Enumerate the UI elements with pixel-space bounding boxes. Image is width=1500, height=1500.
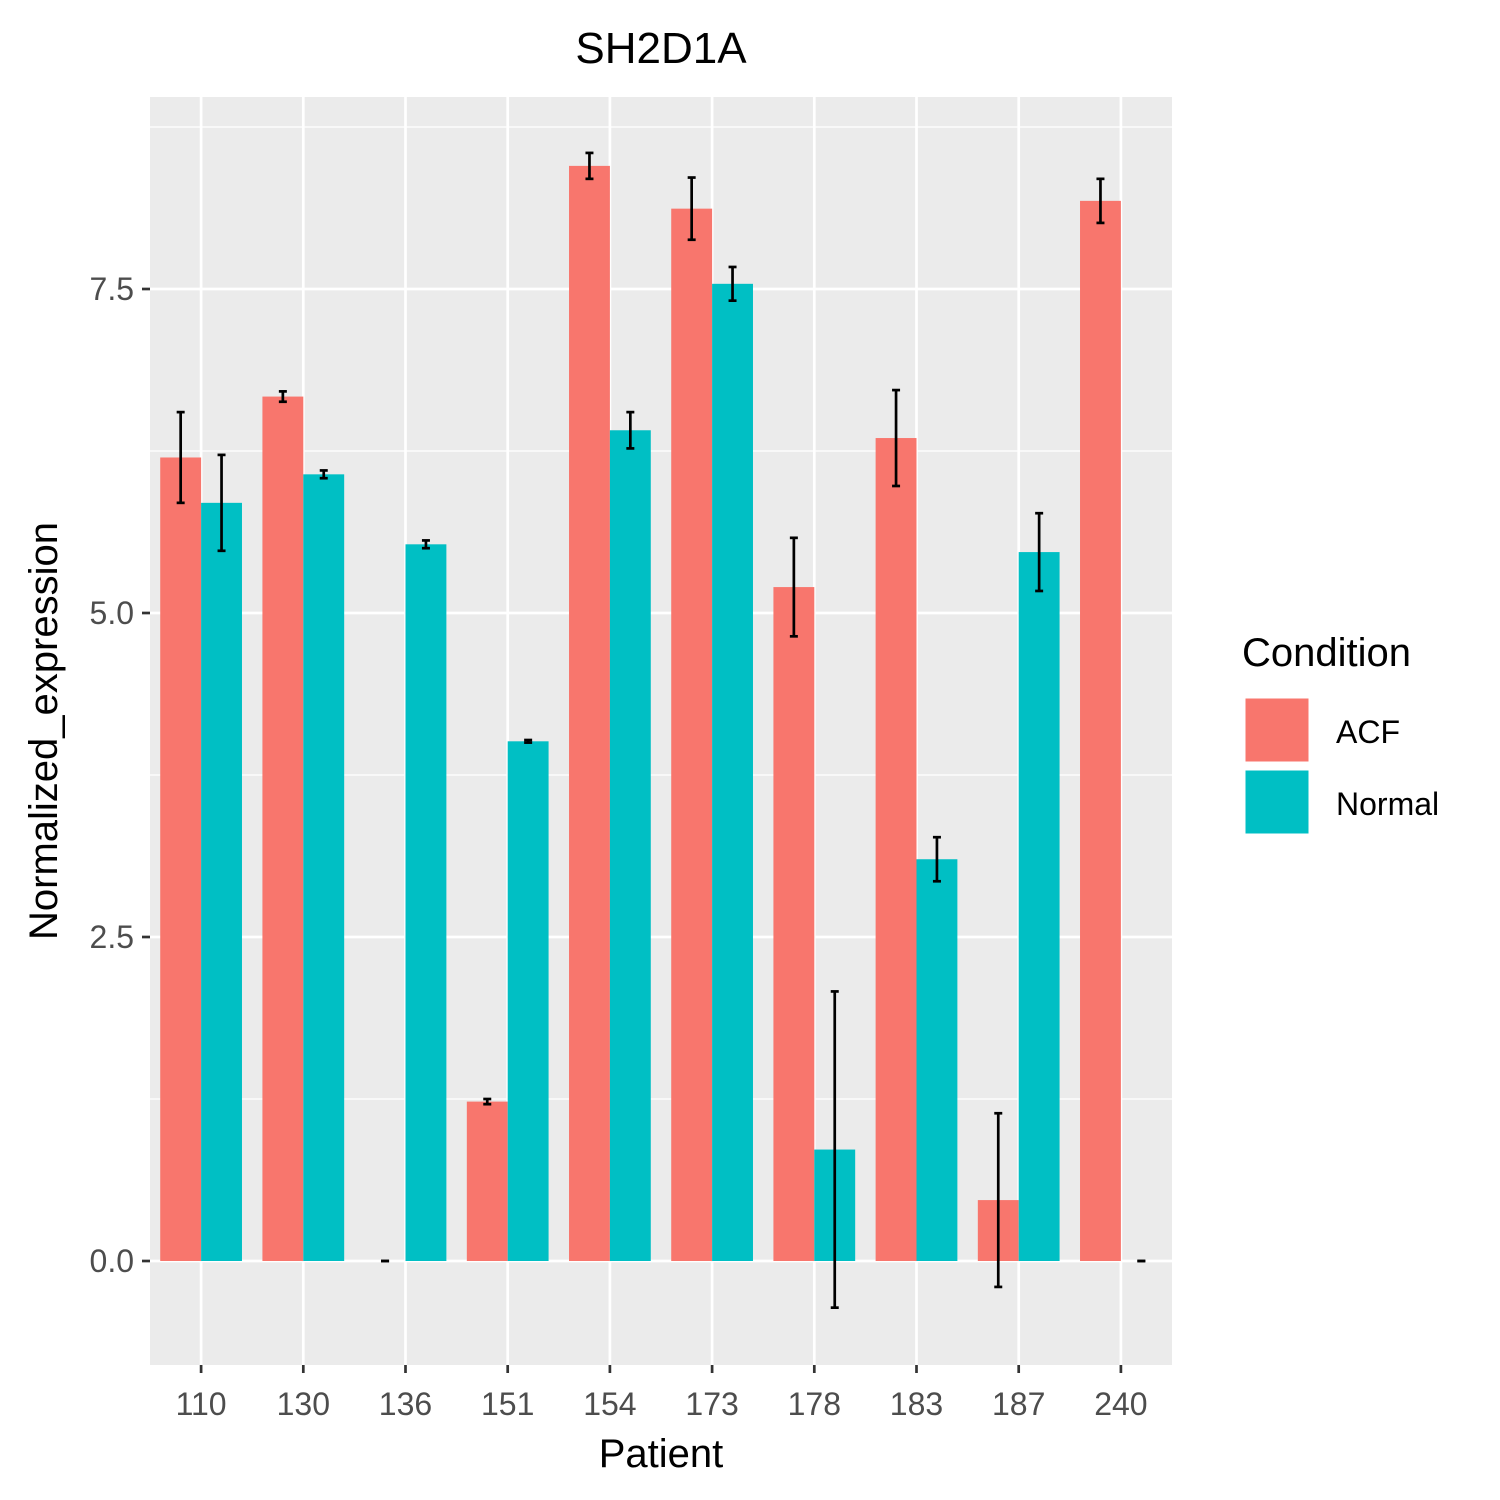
legend-label-normal: Normal [1336, 786, 1439, 822]
x-tick-label: 173 [685, 1386, 738, 1422]
legend-key-normal [1242, 767, 1312, 837]
bar-normal [916, 859, 958, 1261]
error-bar-normal [1035, 511, 1044, 593]
x-tick-label: 187 [992, 1386, 1045, 1422]
error-bar-normal [626, 410, 635, 450]
error-bar-normal [932, 835, 941, 883]
axes: 0.0 2.5 5.0 7.5 110 130 136 151 154 173 178 183 187 2… [90, 271, 1148, 1422]
chart-title: SH2D1A [575, 24, 747, 73]
bar-normal [609, 430, 651, 1261]
bar-normal [1018, 552, 1060, 1261]
bar-normal [303, 474, 345, 1261]
legend-key-acf [1242, 695, 1312, 765]
bar-normal [201, 502, 242, 1262]
bar-acf [262, 396, 304, 1261]
x-tick-label: 240 [1094, 1386, 1147, 1422]
error-bar-acf [687, 176, 696, 242]
error-bar-acf [278, 390, 287, 404]
x-tick-label: 136 [379, 1386, 432, 1422]
error-bar-acf [585, 151, 594, 181]
error-bar-normal [830, 990, 839, 1310]
x-tick-label: 130 [277, 1386, 330, 1422]
error-bar-acf [176, 410, 185, 505]
y-tick-label: 0.0 [90, 1243, 134, 1279]
y-tick-label: 7.5 [90, 271, 134, 307]
bar-acf [875, 438, 917, 1261]
x-tick-label: 110 [176, 1386, 227, 1422]
x-axis-title: Patient [599, 1432, 724, 1476]
error-bar-normal [524, 738, 533, 744]
error-bar-normal [421, 539, 430, 550]
error-bars [176, 151, 1146, 1310]
x-tick-label: 154 [583, 1386, 636, 1422]
error-bar-acf [994, 1111, 1003, 1289]
error-bar-normal [728, 265, 737, 303]
legend-title: Condition [1242, 631, 1411, 675]
bar-acf [773, 587, 815, 1261]
bar-acf [160, 457, 202, 1262]
error-bar-normal [319, 469, 328, 480]
bar-acf [466, 1101, 508, 1261]
legend-label-acf: ACF [1336, 714, 1400, 750]
error-bar-acf [1096, 177, 1105, 225]
bar-acf [569, 165, 610, 1261]
error-bar-acf [483, 1097, 492, 1106]
error-bar-acf [789, 536, 798, 638]
x-tick-label: 151 [481, 1386, 534, 1422]
y-tick-label: 5.0 [90, 595, 134, 631]
y-axis-title: Normalized_expression [22, 522, 66, 940]
x-tick-label: 178 [788, 1386, 841, 1422]
bar-acf [671, 208, 713, 1262]
bar-acf [1080, 200, 1121, 1262]
bar-normal [712, 283, 753, 1261]
error-bar-acf [892, 388, 901, 488]
error-bar-normal [217, 453, 226, 553]
bars [160, 165, 1121, 1262]
x-tick-label: 183 [890, 1386, 943, 1422]
bar-normal [507, 741, 549, 1261]
legend: Condition ACF Normal [1242, 631, 1439, 837]
y-tick-label: 2.5 [90, 919, 134, 955]
bar-normal [405, 544, 447, 1261]
